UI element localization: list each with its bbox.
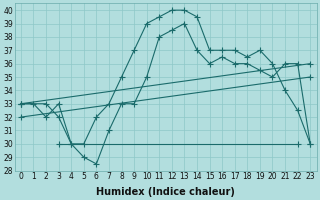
X-axis label: Humidex (Indice chaleur): Humidex (Indice chaleur): [96, 187, 235, 197]
